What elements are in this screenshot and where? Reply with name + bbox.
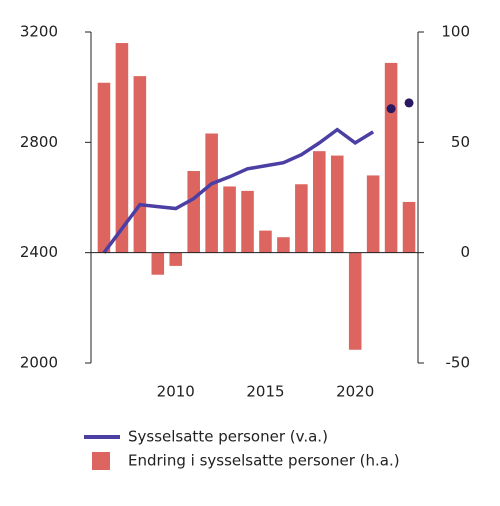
bar (115, 43, 129, 253)
bar (295, 184, 308, 253)
bar (348, 252, 362, 350)
legend-swatch (92, 452, 110, 470)
bar (366, 175, 380, 253)
point (404, 98, 414, 108)
bar (330, 155, 344, 253)
y2-tick-label: 0 (460, 243, 470, 261)
bar (97, 82, 111, 253)
bar (241, 190, 254, 253)
bar (187, 171, 200, 253)
x-tick-label: 2010 (157, 383, 195, 401)
point (386, 104, 396, 114)
y2-tick-label: 100 (441, 23, 470, 41)
bar (384, 62, 398, 253)
bar (259, 230, 272, 253)
y-tick-label: 2800 (20, 133, 58, 151)
bar (402, 201, 416, 253)
line (102, 127, 375, 254)
bar (205, 133, 218, 253)
bar (277, 237, 290, 253)
bar (313, 151, 326, 253)
y-tick-label: 3200 (20, 23, 58, 41)
bar (151, 252, 165, 275)
bar (169, 252, 183, 266)
legend-label: Sysselsatte personer (v.a.) (128, 428, 328, 446)
bar (223, 186, 236, 253)
y2-tick-label: -50 (446, 354, 471, 372)
y-tick-label: 2400 (20, 243, 58, 261)
y2-tick-label: 50 (451, 133, 470, 151)
bar (133, 76, 147, 253)
x-tick-label: 2015 (246, 383, 284, 401)
legend-label: Endring i sysselsatte personer (h.a.) (128, 452, 400, 470)
x-tick-label: 2020 (336, 383, 374, 401)
y-tick-label: 2000 (20, 354, 58, 372)
